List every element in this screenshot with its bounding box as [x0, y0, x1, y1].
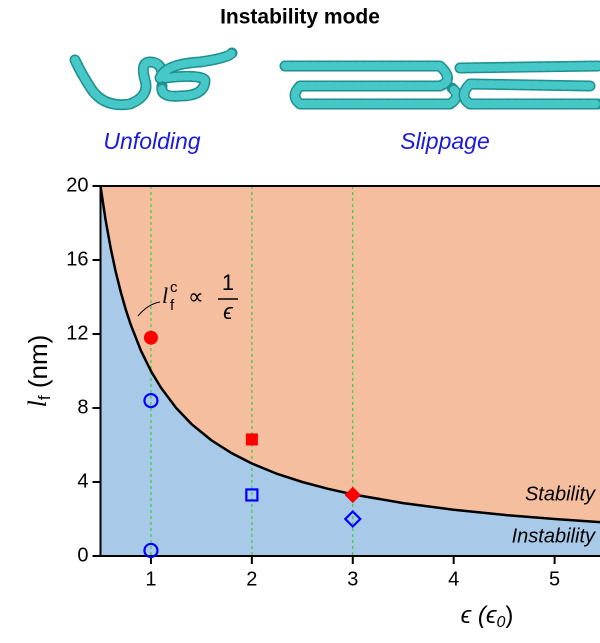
stability-region — [100, 186, 600, 523]
x-axis-label: ϵ (ϵ0) — [461, 602, 514, 631]
marker — [143, 393, 159, 409]
region-label: Instability — [512, 525, 596, 547]
y-tick-label: 12 — [66, 322, 88, 344]
region-label: Stability — [525, 483, 596, 505]
x-tick-label: 2 — [246, 568, 257, 590]
instability-region — [100, 186, 600, 556]
x-label-end: ) — [505, 602, 513, 629]
y-tick-label: 0 — [77, 544, 88, 566]
y-label-sub: f — [35, 395, 54, 400]
x-tick-label: 4 — [448, 568, 459, 590]
marker — [343, 509, 362, 529]
panel-label: Slippage — [400, 128, 490, 154]
curve-annotation: l c f ∝ 1 ϵ — [137, 270, 238, 324]
marker — [143, 330, 158, 345]
y-label-main: l — [23, 400, 52, 407]
chart-title: Instability mode — [220, 6, 380, 29]
y-tick-label: 4 — [77, 470, 88, 492]
marker — [344, 486, 361, 504]
panel-label: Unfolding — [103, 128, 200, 154]
y-tick-label: 20 — [66, 174, 88, 196]
marker — [245, 433, 258, 446]
annotation-sub: f — [170, 297, 175, 314]
x-tick-label: 1 — [145, 568, 156, 590]
annotation-relation: ∝ — [188, 284, 204, 309]
annotation-numerator: 1 — [222, 270, 234, 295]
marker — [245, 488, 259, 502]
x-tick-label: 5 — [549, 568, 560, 590]
curve — [99, 185, 600, 524]
y-tick-label: 8 — [77, 396, 88, 418]
annotation-sup: c — [170, 279, 178, 296]
x-label-sub: 0 — [496, 614, 505, 631]
y-axis-label: lf (nm) — [23, 335, 55, 408]
chain-slippage — [279, 60, 600, 110]
x-tick-label: 3 — [347, 568, 358, 590]
x-label-main: ϵ (ϵ — [461, 602, 497, 629]
annotation-denominator: ϵ — [223, 299, 234, 324]
y-tick-label: 16 — [66, 248, 88, 270]
annotation-symbol: l — [162, 283, 168, 308]
chain-unfolding — [69, 47, 238, 111]
y-label-end: (nm) — [23, 335, 53, 396]
marker — [143, 542, 159, 559]
